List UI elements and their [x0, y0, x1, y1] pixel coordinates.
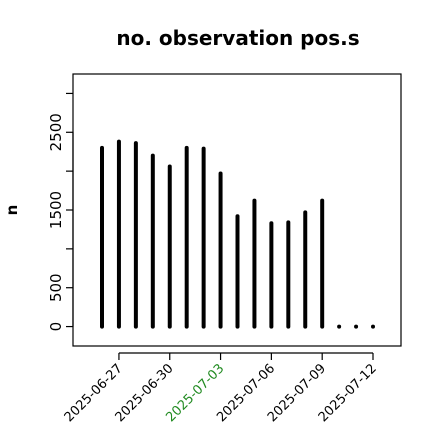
y-axis: 0 500 1500 2500: [47, 92, 74, 332]
bar: [337, 324, 342, 329]
y-tick-label: 0: [47, 322, 65, 332]
chart-title: no. observation pos.s: [116, 26, 359, 50]
bar: [371, 324, 375, 329]
y-tick-label: 500: [47, 273, 65, 302]
x-axis: 2025-06-272025-06-302025-07-032025-07-06…: [62, 352, 380, 425]
y-tick-label: 1500: [47, 191, 65, 229]
bar: [354, 324, 359, 329]
y-axis-label: n: [3, 205, 21, 216]
bars: [100, 139, 375, 329]
y-tick-label: 2500: [47, 113, 65, 151]
